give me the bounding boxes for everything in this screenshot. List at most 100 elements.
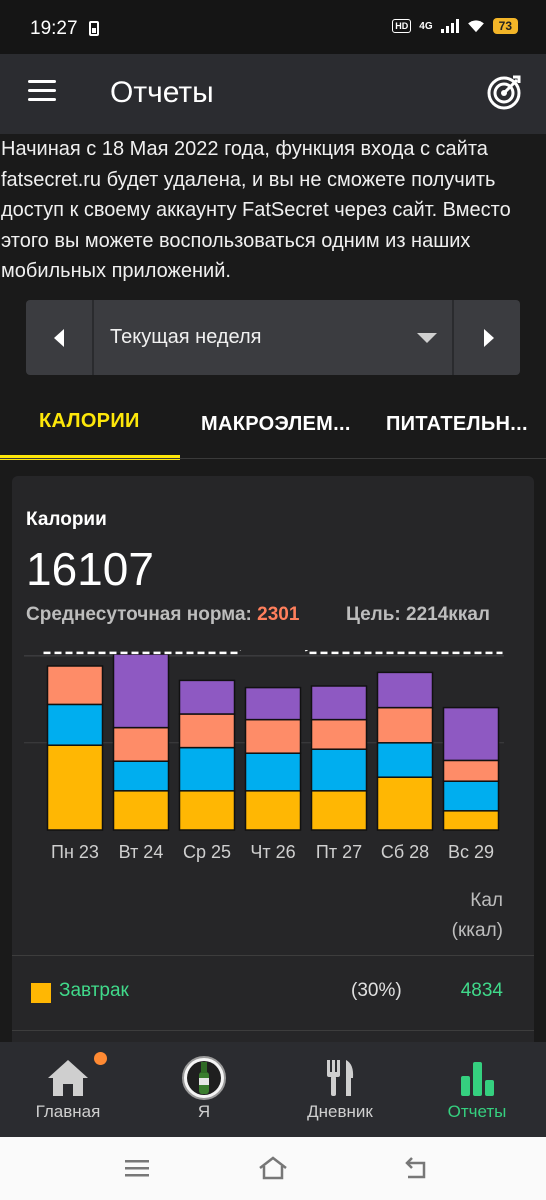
arrow-left-icon (54, 329, 64, 347)
bar-segment (244, 686, 302, 721)
system-navigation-bar (0, 1137, 546, 1200)
weekly-calories-chart: Пн 23 Вт 24 Ср 25 Чт 26 Пт 27 Сб 28 Вс 29 (24, 650, 504, 862)
recent-apps-icon[interactable] (124, 1157, 150, 1179)
site-login-notice: Начиная с 18 Мая 2022 года, функция вход… (1, 138, 511, 282)
bottom-navigation: Главная Я Дневник Отчеты (0, 1042, 546, 1137)
bar-segment (442, 759, 500, 782)
bar-segment (112, 790, 170, 831)
meal-percent: (30%) (351, 980, 402, 1001)
daily-average-label: Среднесуточная норма: (26, 604, 252, 625)
nav-reports[interactable]: Отчеты (409, 1042, 545, 1137)
unit-header-line1: Кал (470, 890, 503, 911)
bar-segment (442, 810, 500, 831)
bar-segment (244, 790, 302, 831)
bar-segment (376, 671, 434, 709)
meal-name: Завтрак (59, 980, 129, 1001)
x-tick-label: Ср 25 (183, 842, 231, 862)
calorie-goal: Цель: 2214ккал (346, 604, 490, 625)
nav-home[interactable]: Главная (0, 1042, 136, 1137)
bar-segment (112, 760, 170, 792)
status-bar: 19:27 HD 4G 73 (0, 0, 546, 54)
nav-profile[interactable]: Я (136, 1042, 272, 1137)
bar-segment (178, 679, 236, 715)
goal-target-icon[interactable] (486, 74, 522, 110)
bar-segment (178, 713, 236, 749)
period-selector: Текущая неделя (26, 300, 520, 375)
x-tick-label: Вт 24 (119, 842, 164, 862)
report-tabs: КАЛОРИИ МАКРОЭЛЕМ... ПИТАТЕЛЬН... (0, 385, 546, 460)
wifi-icon (467, 20, 484, 33)
bar-segment (376, 706, 434, 744)
bar-segment (178, 790, 236, 831)
bar-segment (178, 746, 236, 792)
cell-signal-icon (440, 19, 459, 33)
bar-segment (244, 718, 302, 754)
daily-average: Среднесуточная норма: 2301 (26, 604, 299, 626)
card-title: Калории (26, 509, 107, 530)
tab-macronutrients-label: МАКРОЭЛЕМ... (201, 413, 351, 435)
fork-knife-icon (327, 1060, 354, 1096)
tab-calories[interactable]: КАЛОРИИ (0, 385, 180, 460)
bar-segment (46, 703, 104, 746)
unit-header: Кал (ккал) (452, 886, 503, 946)
back-icon[interactable] (402, 1155, 430, 1181)
home-system-icon[interactable] (258, 1155, 288, 1181)
nav-profile-label: Я (197, 1102, 211, 1121)
meal-calories: 4834 (460, 980, 503, 1001)
row-divider (12, 1030, 534, 1031)
bar-segment (310, 718, 368, 750)
notification-dot (94, 1052, 107, 1065)
battery-saver-icon (89, 21, 99, 36)
tabs-divider (0, 458, 546, 459)
next-week-button[interactable] (452, 300, 520, 375)
tab-calories-label: КАЛОРИИ (39, 410, 140, 432)
menu-icon[interactable] (28, 80, 56, 102)
total-calories: 16107 (26, 543, 154, 595)
nav-home-label: Главная (35, 1102, 101, 1121)
status-time: 19:27 (30, 18, 78, 39)
period-label[interactable]: Текущая неделя (110, 326, 262, 348)
dropdown-arrow-icon[interactable] (417, 333, 437, 343)
x-tick-label: Сб 28 (381, 842, 429, 862)
page-title: Отчеты (110, 76, 214, 109)
x-tick-label: Чт 26 (250, 842, 295, 862)
bar-segment (46, 744, 104, 831)
bar-segment (112, 653, 170, 729)
x-tick-label: Вс 29 (448, 842, 494, 862)
bar-segment (442, 780, 500, 812)
bar-segment (310, 790, 368, 831)
bar-segment (244, 752, 302, 792)
meal-row-breakfast[interactable]: Завтрак (30%) 4834 (12, 956, 534, 1030)
profile-avatar-icon (182, 1056, 226, 1100)
tab-macronutrients[interactable]: МАКРОЭЛЕМ... (180, 385, 365, 460)
daily-average-value: 2301 (257, 604, 300, 625)
nav-diary[interactable]: Дневник (272, 1042, 408, 1137)
bar-segment (112, 726, 170, 762)
battery-level: 73 (492, 18, 518, 34)
hd-voice-icon: HD (392, 19, 412, 33)
previous-week-button[interactable] (26, 300, 94, 375)
goal-line (43, 650, 503, 655)
bar-segment (310, 748, 368, 792)
active-tab-indicator (0, 455, 180, 460)
nav-reports-label: Отчеты (447, 1102, 507, 1121)
bar-segment (46, 665, 104, 706)
nav-diary-label: Дневник (307, 1102, 373, 1121)
home-icon (48, 1060, 88, 1096)
app-bar: Отчеты (0, 54, 546, 134)
bar-segment (310, 685, 368, 721)
status-indicators: HD 4G 73 (392, 18, 518, 34)
bar-segment (376, 742, 434, 778)
network-type: 4G (419, 20, 433, 32)
tab-nutrients-label: ПИТАТЕЛЬН... (386, 413, 528, 435)
row-divider (12, 955, 534, 956)
x-tick-label: Пн 23 (51, 842, 99, 862)
x-tick-label: Пт 27 (316, 842, 362, 862)
bar-segment (376, 776, 434, 831)
tab-nutrients[interactable]: ПИТАТЕЛЬН... (365, 385, 546, 460)
bar-chart-icon (461, 1062, 494, 1096)
bar-segment (442, 706, 500, 762)
arrow-right-icon (484, 329, 494, 347)
breakfast-color-swatch (31, 983, 51, 1003)
unit-header-line2: (ккал) (451, 920, 503, 941)
